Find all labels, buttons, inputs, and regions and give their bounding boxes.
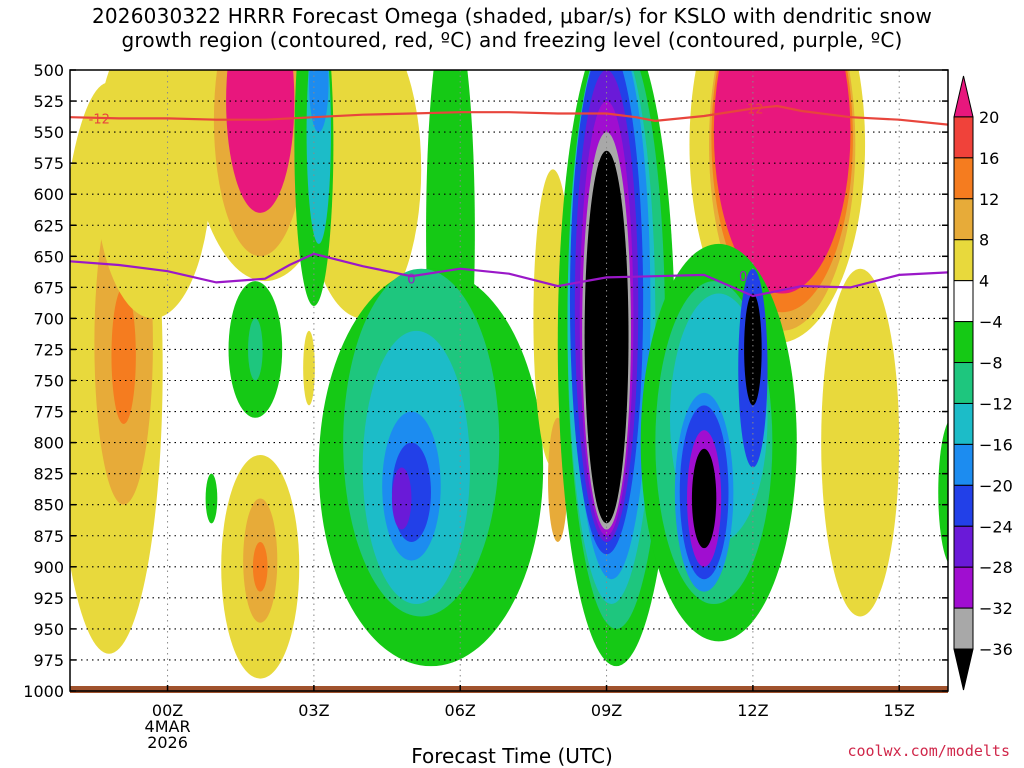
omega-region-35	[584, 150, 629, 524]
x-tick-label-15-0: 15Z	[884, 701, 915, 720]
colorbar-label-12: −32	[979, 599, 1013, 618]
y-tick-label-975: 975	[33, 651, 64, 670]
omega-shaded-field	[70, 70, 948, 679]
y-tick-label-825: 825	[33, 465, 64, 484]
colorbar-band-10	[953, 484, 974, 527]
y-tick-label-700: 700	[33, 309, 64, 328]
colorbar-band-9	[953, 443, 974, 486]
colorbar-band-1	[953, 116, 974, 159]
y-tick-label-575: 575	[33, 154, 64, 173]
omega-region-9	[252, 541, 268, 592]
colorbar-label-6: −8	[979, 354, 1003, 373]
chart-title-line-1: 2026030322 HRRR Forecast Omega (shaded, …	[91, 4, 933, 28]
colorbar-band-4	[953, 239, 974, 282]
colorbar-label-7: −12	[979, 394, 1013, 413]
colorbar-label-3: 8	[979, 231, 989, 250]
y-tick-label-950: 950	[33, 620, 64, 639]
temperature-contours: -12 -12 0 0	[70, 103, 948, 298]
colorbar: 20 16 12 8 4 −4 −8 −12 −16 −20 −24 −28 −32 −36	[953, 75, 1013, 691]
y-tick-label-675: 675	[33, 278, 64, 297]
y-tick-label-500: 500	[33, 61, 64, 80]
y-tick-label-1000: 1000	[23, 682, 64, 701]
colorbar-label-13: −36	[979, 640, 1013, 659]
y-axis-ticks: 500 525 550 575 600 625 650 675 700 725 750 775 800 8…	[23, 61, 948, 701]
x-tick-label-0-1: 4MAR	[145, 717, 191, 736]
contour-line-1	[70, 252, 948, 298]
colorbar-label-1: 16	[979, 149, 999, 168]
y-tick-label-625: 625	[33, 216, 64, 235]
grid-lines	[70, 70, 948, 691]
colorbar-label-0: 20	[979, 108, 999, 127]
x-tick-label-9-0: 09Z	[591, 701, 622, 720]
colorbar-band-7	[953, 362, 974, 404]
chart-title: 2026030322 HRRR Forecast Omega (shaded, …	[0, 4, 1024, 52]
x-tick-label-0-2: 2026	[147, 733, 188, 752]
ground-strip	[70, 686, 948, 693]
x-tick-label-12-0: 12Z	[737, 701, 768, 720]
colorbar-band-11	[953, 525, 974, 568]
omega-region-10	[303, 330, 315, 406]
omega-region-39	[713, 70, 851, 294]
colorbar-label-9: −20	[979, 476, 1013, 495]
colorbar-band-2	[953, 157, 974, 200]
colorbar-band-6	[953, 321, 974, 364]
omega-region-24	[391, 467, 412, 530]
colorbar-band-12	[953, 566, 974, 609]
omega-region-50	[938, 422, 948, 563]
colorbar-band-8	[953, 402, 974, 445]
y-tick-label-650: 650	[33, 247, 64, 266]
contour-label-1-0: 0	[407, 273, 415, 288]
x-tick-label-0-0: 00Z	[152, 701, 183, 720]
colorbar-band-0	[953, 75, 974, 118]
colorbar-band-5	[953, 280, 974, 323]
omega-region-2	[111, 287, 136, 424]
y-tick-label-725: 725	[33, 340, 64, 359]
chart-title-line-2: growth region (contoured, red, ºC) and f…	[121, 28, 903, 52]
y-tick-label-750: 750	[33, 372, 64, 391]
colorbar-label-4: 4	[979, 272, 989, 291]
colorbar-label-5: −4	[979, 313, 1003, 332]
omega-region-17	[205, 473, 218, 524]
y-tick-label-850: 850	[33, 496, 64, 515]
colorbar-label-11: −28	[979, 558, 1013, 577]
colorbar-label-8: −16	[979, 435, 1013, 454]
omega-region-6	[226, 70, 295, 213]
y-tick-label-925: 925	[33, 589, 64, 608]
colorbar-band-3	[953, 198, 974, 241]
y-tick-label-875: 875	[33, 527, 64, 546]
contour-label-0-1: -12	[742, 103, 763, 118]
omega-region-16	[248, 318, 263, 381]
y-tick-label-800: 800	[33, 434, 64, 453]
y-tick-label-600: 600	[33, 185, 64, 204]
y-tick-label-775: 775	[33, 403, 64, 422]
y-tick-label-550: 550	[33, 123, 64, 142]
x-tick-label-6-0: 06Z	[445, 701, 476, 720]
omega-region-40	[821, 268, 900, 617]
contour-label-0-0: -12	[89, 112, 110, 127]
colorbar-band-14	[953, 648, 974, 691]
contour-line-0	[70, 104, 948, 126]
omega-region-47	[691, 448, 717, 549]
colorbar-band-13	[953, 607, 974, 650]
credit-text: coolwx.com/modelts	[847, 742, 1010, 760]
colorbar-label-10: −24	[979, 517, 1013, 536]
y-tick-label-900: 900	[33, 558, 64, 577]
contour-label-1-1: 0	[739, 270, 747, 285]
x-axis-label: Forecast Time (UTC)	[411, 744, 613, 768]
colorbar-label-2: 12	[979, 190, 999, 209]
y-tick-label-525: 525	[33, 92, 64, 111]
x-tick-label-3-0: 03Z	[298, 701, 329, 720]
